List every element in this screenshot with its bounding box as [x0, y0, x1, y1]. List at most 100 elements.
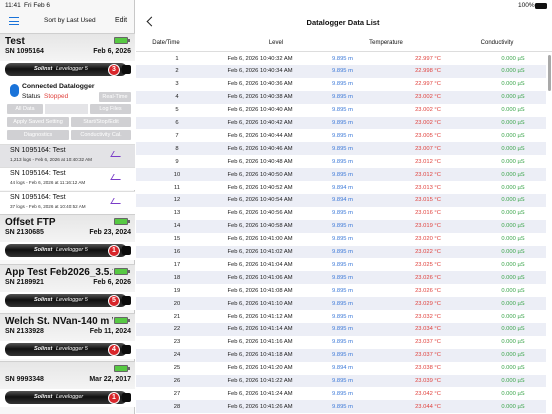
menu-icon[interactable]	[9, 17, 19, 25]
table-cell: 0.000 µS	[501, 326, 525, 333]
log-file-detail: 1,213 logs - Feb 6, 2026 at 10:40:32 AM	[10, 157, 92, 162]
table-cell: 23.020 °C	[415, 236, 441, 243]
device-battery	[114, 37, 128, 44]
table-cell: 0.000 µS	[501, 274, 525, 281]
table-row	[136, 361, 546, 375]
device-battery-tip	[128, 367, 130, 370]
table-cell: 9.895 m	[332, 145, 353, 152]
table-cell: 8	[175, 145, 179, 152]
table-row	[136, 77, 546, 91]
logger-cap	[122, 246, 131, 255]
table-cell: 5	[175, 107, 179, 114]
action-button[interactable]: Conductivity Cal.	[71, 130, 131, 140]
log-file-row[interactable]	[0, 190, 135, 214]
logger-cap	[122, 393, 131, 402]
table-cell: 16	[173, 249, 181, 255]
table-cell: 22.997 °C	[415, 81, 441, 88]
table-cell: 19	[173, 287, 181, 294]
table-cell: Feb 6, 2026 10:40:44 AM	[227, 132, 293, 139]
action-button[interactable]: Apply Saved Setting	[7, 117, 69, 127]
table-cell: 9.895 m	[332, 300, 353, 307]
table-cell: 6	[175, 120, 179, 126]
table-cell: 23.026 °C	[415, 287, 441, 294]
table-cell: 9.895 m	[332, 55, 353, 62]
logger-body	[5, 294, 127, 307]
table-cell: 23.022 °C	[415, 249, 441, 255]
table-row	[136, 155, 546, 169]
table-row	[136, 400, 546, 414]
table-cell: 0.000 µS	[501, 339, 525, 346]
table-cell: 9.895 m	[332, 132, 353, 139]
device-header[interactable]	[0, 214, 135, 242]
table-cell: 24	[173, 352, 181, 359]
realtime-button[interactable]: Real-Time	[99, 92, 131, 102]
device-name: App Test Feb2026_3.5.3	[5, 267, 113, 278]
edit-button[interactable]: Edit	[115, 17, 128, 24]
device-date: Feb 23, 2024	[89, 229, 131, 236]
table-row	[136, 387, 546, 401]
table-cell: 0.000 µS	[501, 145, 525, 152]
logger-badge: 5	[108, 294, 120, 307]
table-cell: 23.015 °C	[415, 197, 441, 204]
table-cell: 23.034 °C	[415, 326, 441, 333]
logger-model: Levelogger 5	[56, 346, 88, 352]
action-button[interactable]: Start/Stop/Edit	[71, 117, 131, 127]
table-cell: 9.894 m	[332, 197, 353, 204]
device-battery	[114, 365, 128, 372]
log-file-detail: 37 logs - Feb 6, 2026 at 10:40:52 AM	[10, 203, 86, 209]
table-row	[136, 90, 546, 104]
logger-cap	[122, 345, 131, 354]
log-file-title: SN 1095164: Test	[10, 170, 66, 178]
device-name: Test	[5, 36, 25, 47]
table-cell: 23.002 °C	[415, 107, 441, 114]
table-cell: 0.000 µS	[501, 132, 525, 139]
logger-body	[5, 343, 127, 356]
table-cell: 23.002 °C	[415, 94, 441, 101]
device-serial: SN 2130685	[5, 229, 44, 236]
log-file-detail: 44 logs - Feb 6, 2026 at 11:16:12 AM	[10, 180, 86, 186]
table-row	[136, 271, 546, 285]
device-header[interactable]	[0, 361, 135, 389]
table-cell: 0.000 µS	[501, 390, 525, 397]
table-cell: 23.044 °C	[415, 403, 441, 410]
logger-model: Levelogger	[56, 394, 84, 400]
table-cell: 9.895 m	[332, 378, 353, 384]
table-cell: 15	[173, 236, 181, 243]
table-cell: Feb 6, 2026 10:40:40 AM	[227, 107, 293, 114]
table-row	[136, 258, 546, 272]
action-button[interactable]: Log Files	[90, 104, 131, 114]
table-cell: 14	[173, 223, 181, 230]
table-cell: 9.895 m	[332, 120, 353, 126]
table-cell: 9.895 m	[332, 261, 353, 268]
table-cell: 9	[175, 158, 179, 165]
device-header[interactable]	[0, 313, 135, 341]
table-cell: 23.012 °C	[415, 158, 441, 165]
table-cell: 23.026 °C	[415, 274, 441, 281]
log-file-row[interactable]	[0, 167, 135, 191]
table-cell: 23	[173, 339, 181, 346]
table-cell: 0.000 µS	[501, 120, 525, 126]
sort-button[interactable]: Sort by Last Used	[44, 17, 96, 24]
device-header[interactable]	[0, 33, 135, 61]
log-file-row[interactable]	[0, 144, 135, 167]
table-cell: 0.000 µS	[501, 223, 525, 230]
table-cell: 0.000 µS	[501, 68, 525, 75]
logger-badge: 1	[108, 391, 120, 404]
table-cell: Feb 6, 2026 10:40:52 AM	[227, 184, 293, 191]
table-cell: Feb 6, 2026 10:41:18 AM	[227, 352, 293, 359]
action-button[interactable]: All Data	[7, 104, 43, 114]
table-cell: 23.019 °C	[415, 223, 441, 230]
table-cell: 13	[173, 210, 181, 217]
action-button[interactable]: Diagnostics	[7, 130, 69, 140]
table-cell: 9.895 m	[332, 68, 353, 75]
device-header[interactable]	[0, 264, 135, 292]
table-cell: 9.895 m	[332, 352, 353, 359]
table-cell: 9.895 m	[332, 81, 353, 88]
table-cell: 22	[173, 326, 181, 333]
table-cell: 22.998 °C	[415, 68, 441, 75]
connected-title: Connected Datalogger	[22, 83, 95, 90]
device-serial: SN 2189921	[5, 279, 44, 286]
table-cell: Feb 6, 2026 10:41:10 AM	[227, 300, 293, 307]
table-cell: Feb 6, 2026 10:40:46 AM	[227, 145, 293, 152]
table-cell: Feb 6, 2026 10:41:12 AM	[227, 313, 293, 320]
